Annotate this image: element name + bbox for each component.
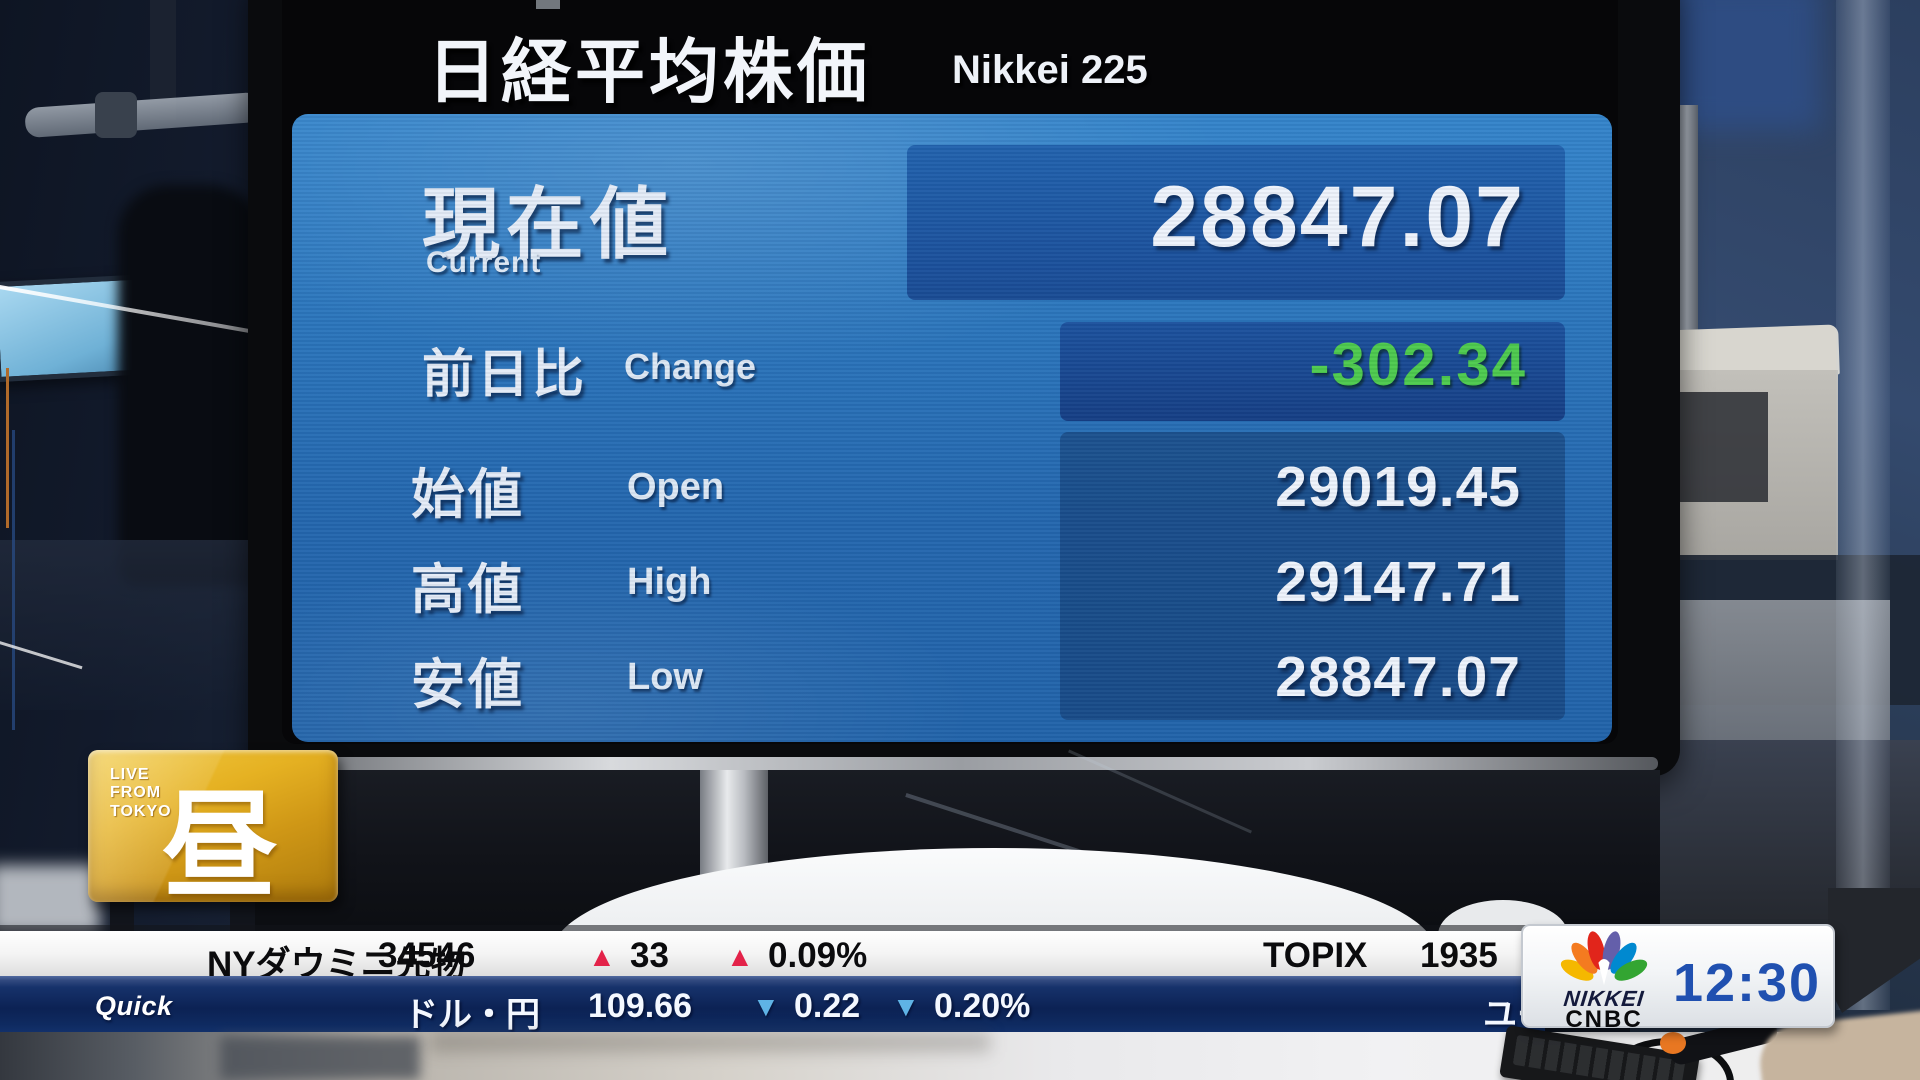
low-label-en: Low (627, 656, 703, 699)
live-from-tokyo-label: LIVE FROM TOKYO (110, 766, 172, 821)
low-label-jp: 安値 (411, 640, 525, 719)
change-label-en: Change (624, 346, 756, 388)
ticker2-name: ドル・円 (404, 996, 540, 1034)
ticker1-value: 34546 (378, 936, 476, 975)
cable-blue (12, 430, 15, 730)
change-value: -302.34 (1060, 330, 1527, 399)
board-title-jp: 日経平均株価 (427, 33, 871, 111)
high-label-jp: 高値 (411, 545, 525, 624)
live-badge: LIVE FROM TOKYO 昼 (88, 750, 338, 911)
ticker2-change-pct: 0.20% (934, 987, 1031, 1025)
ticker1-topix-value: 1935 (1420, 936, 1498, 975)
up-triangle-icon: ▲ (588, 941, 616, 972)
ticker1-change-pct: 0.09% (768, 936, 868, 975)
high-value: 29147.71 (1060, 549, 1521, 615)
open-value: 29019.45 (1060, 454, 1521, 520)
cable-orange (6, 368, 9, 528)
glass-pillar-reflection (1836, 0, 1890, 1010)
low-value: 28847.07 (1060, 644, 1521, 710)
current-value-box (907, 145, 1565, 300)
equipment-box-right (1660, 600, 1890, 750)
screen-scanlines (292, 114, 1612, 742)
change-label-jp: 前日比 (422, 332, 587, 407)
ticker2-change: 0.22 (794, 987, 861, 1025)
camera-operator-silhouette (118, 185, 268, 585)
ticker1-change: 33 (630, 936, 669, 975)
station-logo-box: NIKKEI CNBC 12:30 (1521, 924, 1835, 1033)
noon-kanji: 昼 (162, 781, 278, 911)
ticker-row-futures (0, 931, 1545, 976)
desk-highlight-left (0, 865, 100, 935)
current-label-jp: 現在値 (422, 162, 674, 274)
down-triangle-icon: ▼ (752, 991, 780, 1022)
live-line: FROM (110, 784, 162, 802)
nbc-peacock-icon (1560, 931, 1648, 986)
change-value-box (1060, 322, 1565, 421)
ticker1-topix-name: TOPIX (1263, 936, 1368, 975)
badge-sheen (88, 750, 338, 902)
equipment-pole-right (1676, 105, 1698, 345)
ticker2-value: 109.66 (588, 987, 692, 1025)
quote-board-panel: 現在値 Current 28847.07 前日比 Change -302.34 … (292, 114, 1612, 742)
ticker-top-shadow (0, 925, 1545, 932)
tv-bottom-trim (262, 757, 1658, 770)
current-value: 28847.07 (907, 168, 1525, 267)
high-label-en: High (627, 561, 711, 604)
live-line: LIVE (110, 766, 150, 783)
desk-object-shadow (220, 1036, 420, 1080)
screen-glint (536, 0, 560, 9)
clock: 12:30 (1672, 953, 1822, 1013)
monitor-arm-clamp (95, 92, 137, 138)
cnbc-wordmark: CNBC (1565, 1006, 1643, 1033)
open-label-en: Open (627, 466, 724, 509)
monitor-stand (700, 770, 768, 880)
tv-screen: 現在値 Current 28847.07 前日比 Change -302.34 … (282, 0, 1618, 744)
equipment-rack (0, 540, 265, 710)
remote-control-orange-tip (1660, 1032, 1686, 1054)
current-label-en: Current (426, 246, 541, 280)
ticker-row-forex (0, 976, 1545, 1032)
up-triangle-icon: ▲ (726, 941, 754, 972)
open-high-low-box (1060, 432, 1565, 720)
down-triangle-icon: ▼ (892, 991, 920, 1022)
live-line: TOKYO (110, 802, 172, 820)
open-label-jp: 始値 (411, 450, 525, 529)
table-shadow (430, 1032, 990, 1052)
quick-logo: Quick (95, 991, 173, 1021)
board-title-en: Nikkei 225 (952, 48, 1148, 92)
